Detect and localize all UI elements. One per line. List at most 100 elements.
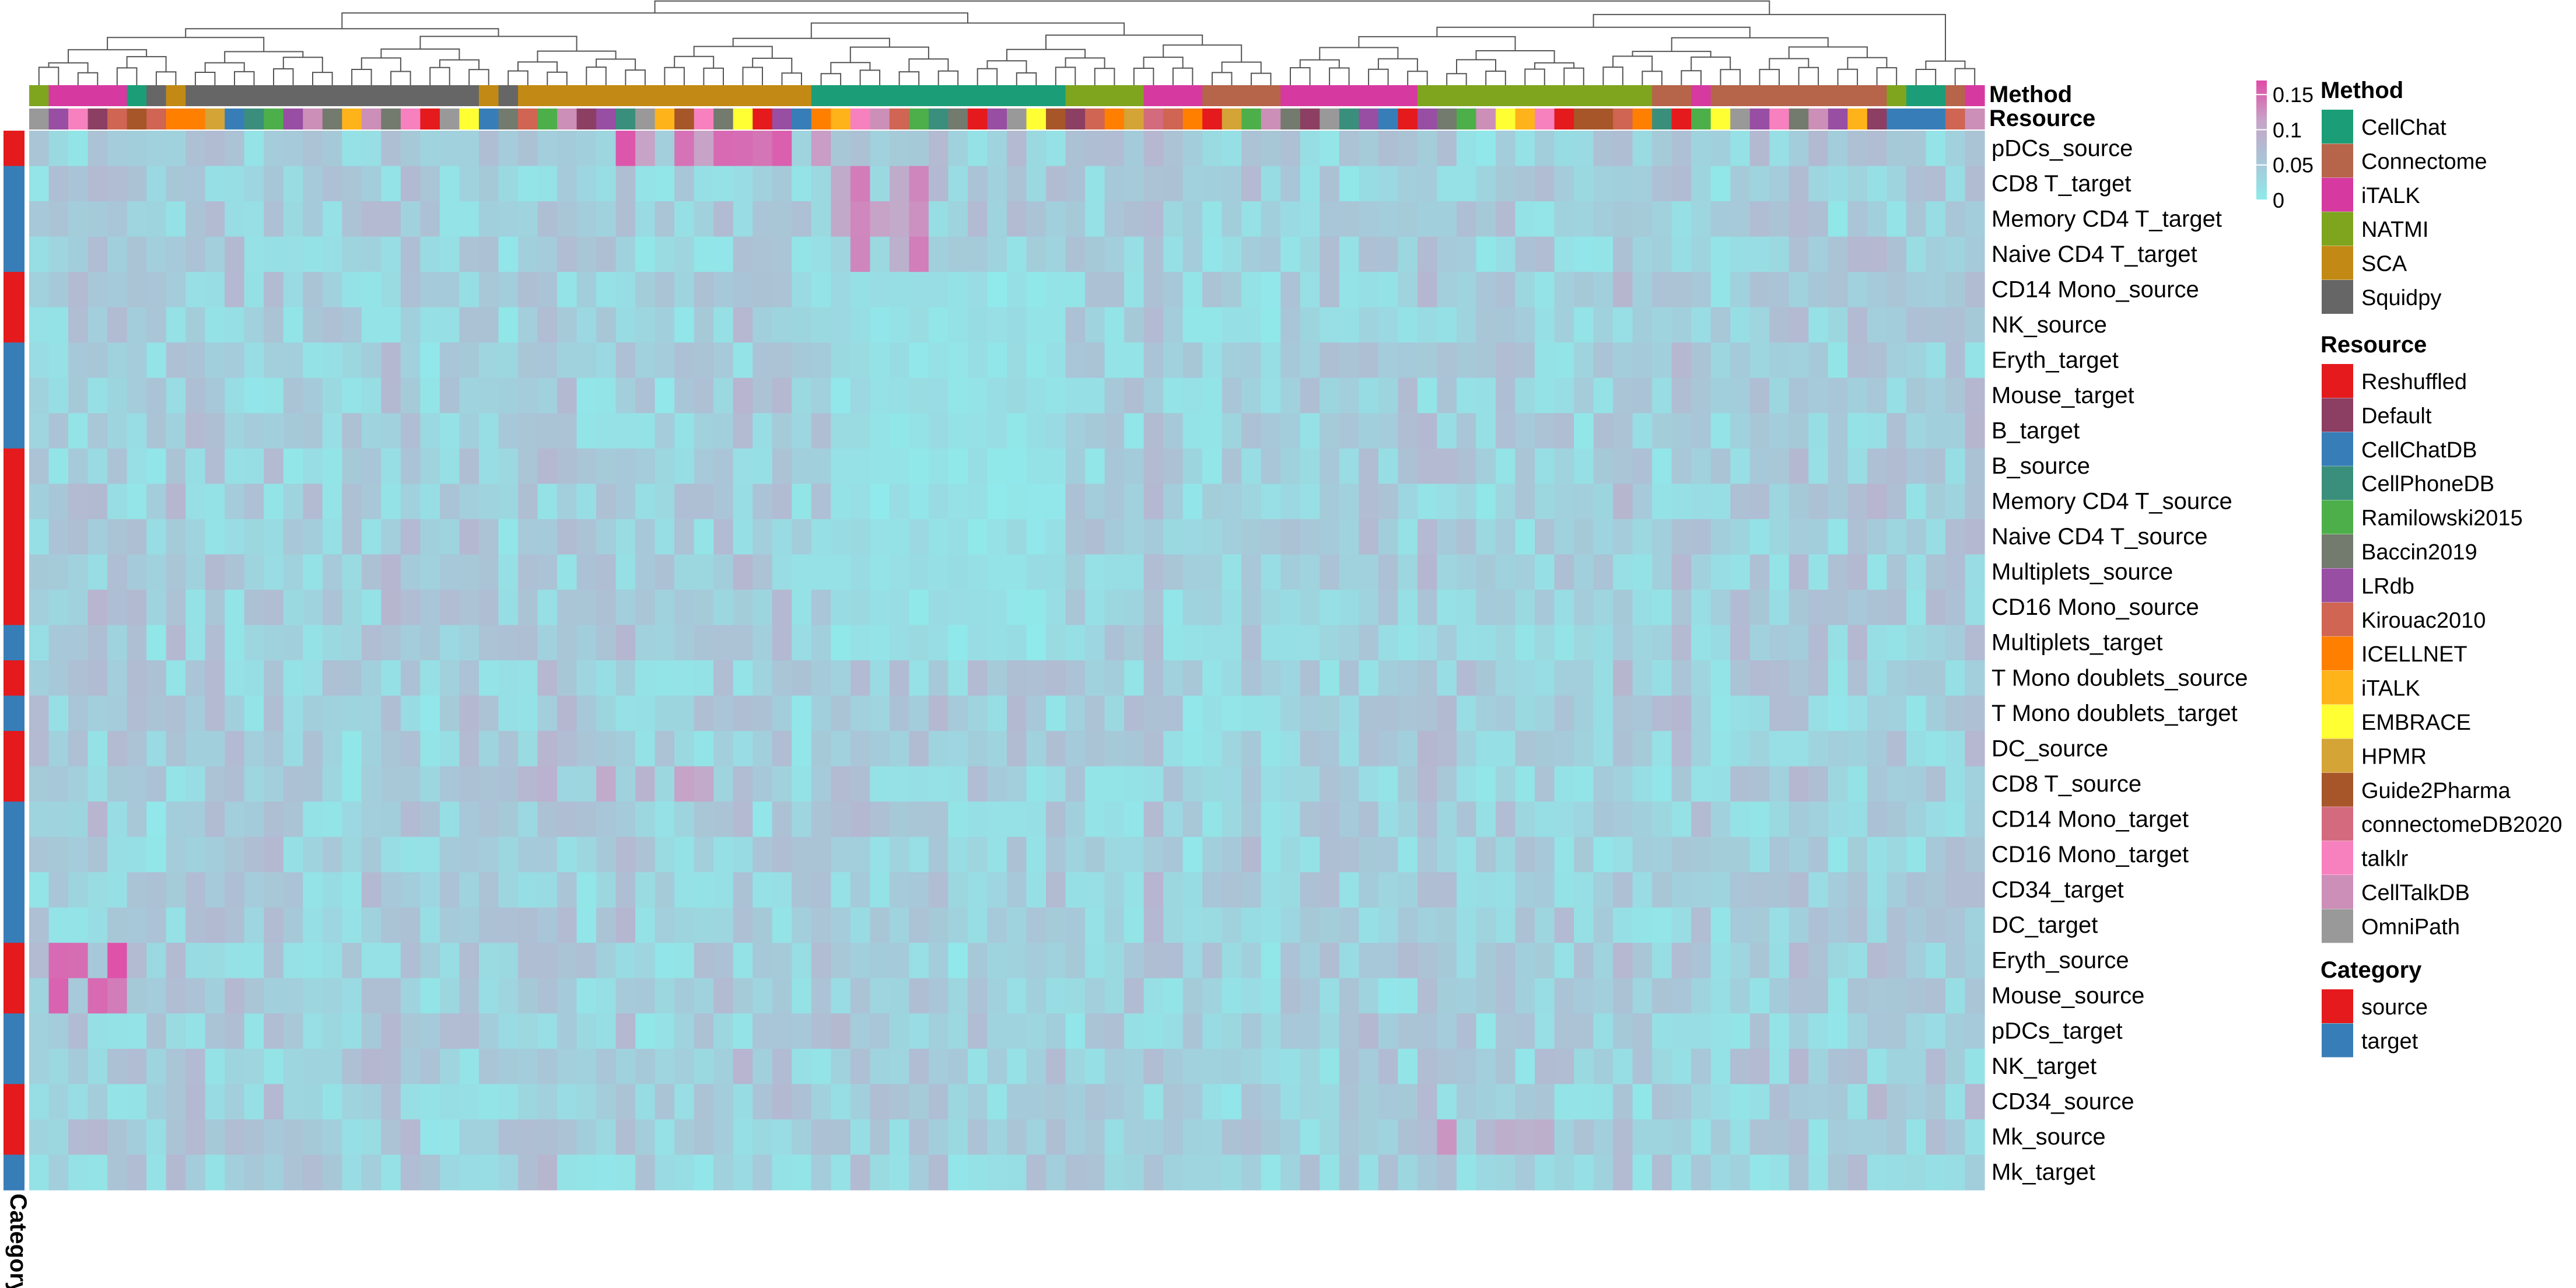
method-cell [635,85,656,106]
heatmap-cell [1202,695,1223,732]
heatmap-cell [400,907,421,943]
heatmap-cell [518,1084,538,1120]
heatmap-cell [68,201,89,237]
heatmap-cell [518,907,538,943]
heatmap-cell [1300,836,1320,873]
heatmap-cell [1085,554,1105,590]
heatmap-cell [186,484,206,520]
dendrogram-branch [1055,66,1076,85]
heatmap-cell [811,236,831,272]
heatmap-cell [1574,766,1594,802]
heatmap-cell [1143,660,1164,696]
heatmap-cell [1476,554,1496,590]
category-annotation-label: Category [5,1194,31,1288]
heatmap-cell [186,589,206,626]
heatmap-cell [264,484,284,520]
heatmap-cell [948,448,968,484]
heatmap-cell [1124,448,1144,484]
heatmap-cell [1906,201,1927,237]
heatmap-cell [1456,802,1477,838]
heatmap-cell [1437,519,1457,555]
resource-cell [850,108,870,130]
heatmap-cell [29,660,50,696]
heatmap-cell [1847,166,1868,202]
heatmap-cell [400,236,421,272]
heatmap-cell [831,131,851,167]
heatmap-cell [1847,695,1868,732]
heatmap-cell [733,978,753,1014]
heatmap-cell [1769,802,1790,838]
heatmap-cell [478,943,499,979]
heatmap-cell [537,342,558,379]
heatmap-cell [1280,554,1301,590]
heatmap-cell [1515,1154,1535,1191]
heatmap-cell [1808,554,1829,590]
heatmap-cell [1906,660,1927,696]
heatmap-cell [498,872,519,908]
heatmap-cell [1945,695,1966,732]
heatmap-cell [1182,519,1203,555]
heatmap-cell [439,872,460,908]
method-cell [381,85,401,106]
heatmap-cell [1965,1154,1985,1191]
heatmap-cell [186,201,206,237]
heatmap-cell [498,907,519,943]
heatmap-cell [1906,766,1927,802]
heatmap-cell [1261,236,1281,272]
heatmap-cell [576,589,597,626]
heatmap-cell [1456,836,1477,873]
heatmap-cell [225,731,245,767]
heatmap-cell [127,731,147,767]
heatmap-cell [420,872,440,908]
heatmap-cell [694,131,714,167]
heatmap-cell [1515,872,1535,908]
heatmap-cell [1163,872,1184,908]
heatmap-cell [1710,907,1731,943]
dendrogram-branch [937,70,959,85]
heatmap-cell [831,872,851,908]
heatmap-cell [342,625,362,661]
heatmap-cell [439,731,460,767]
heatmap-cell [811,589,831,626]
heatmap-cell [1378,166,1398,202]
heatmap-cell [205,978,225,1014]
heatmap-cell [1398,377,1418,414]
heatmap-cell [831,660,851,696]
heatmap-cell [1300,802,1320,838]
heatmap-cell [1574,836,1594,873]
heatmap-cell [439,589,460,626]
heatmap-cell [654,731,675,767]
heatmap-cell [772,377,792,414]
heatmap-cell [205,1154,225,1191]
heatmap-cell [1124,131,1144,167]
heatmap-cell [870,695,890,732]
heatmap-cell [752,448,773,484]
heatmap-cell [1945,166,1966,202]
heatmap-cell [1085,519,1105,555]
heatmap-cell [400,272,421,308]
heatmap-cell [1222,307,1242,343]
heatmap-cell [772,766,792,802]
heatmap-cell [1593,766,1614,802]
heatmap-cell [1417,589,1438,626]
heatmap-cell [752,201,773,237]
heatmap-cell [987,377,1007,414]
heatmap-cell [1456,554,1477,590]
heatmap-cell [1085,625,1105,661]
heatmap-cell [1456,695,1477,732]
heatmap-cell [772,1048,792,1084]
heatmap-cell [1574,589,1594,626]
heatmap-cell [381,872,401,908]
heatmap-cell [674,625,695,661]
method-annotation-label: Method [1989,82,2072,107]
heatmap-cell [889,201,909,237]
heatmap-cell [518,272,538,308]
heatmap-cell [635,766,656,802]
category-annotation-bar [4,131,24,1191]
heatmap-cell [928,660,949,696]
heatmap-cell [205,554,225,590]
heatmap-cell [967,342,988,379]
heatmap-cell [29,978,50,1014]
resource-cell [107,108,128,130]
heatmap-cell [831,802,851,838]
